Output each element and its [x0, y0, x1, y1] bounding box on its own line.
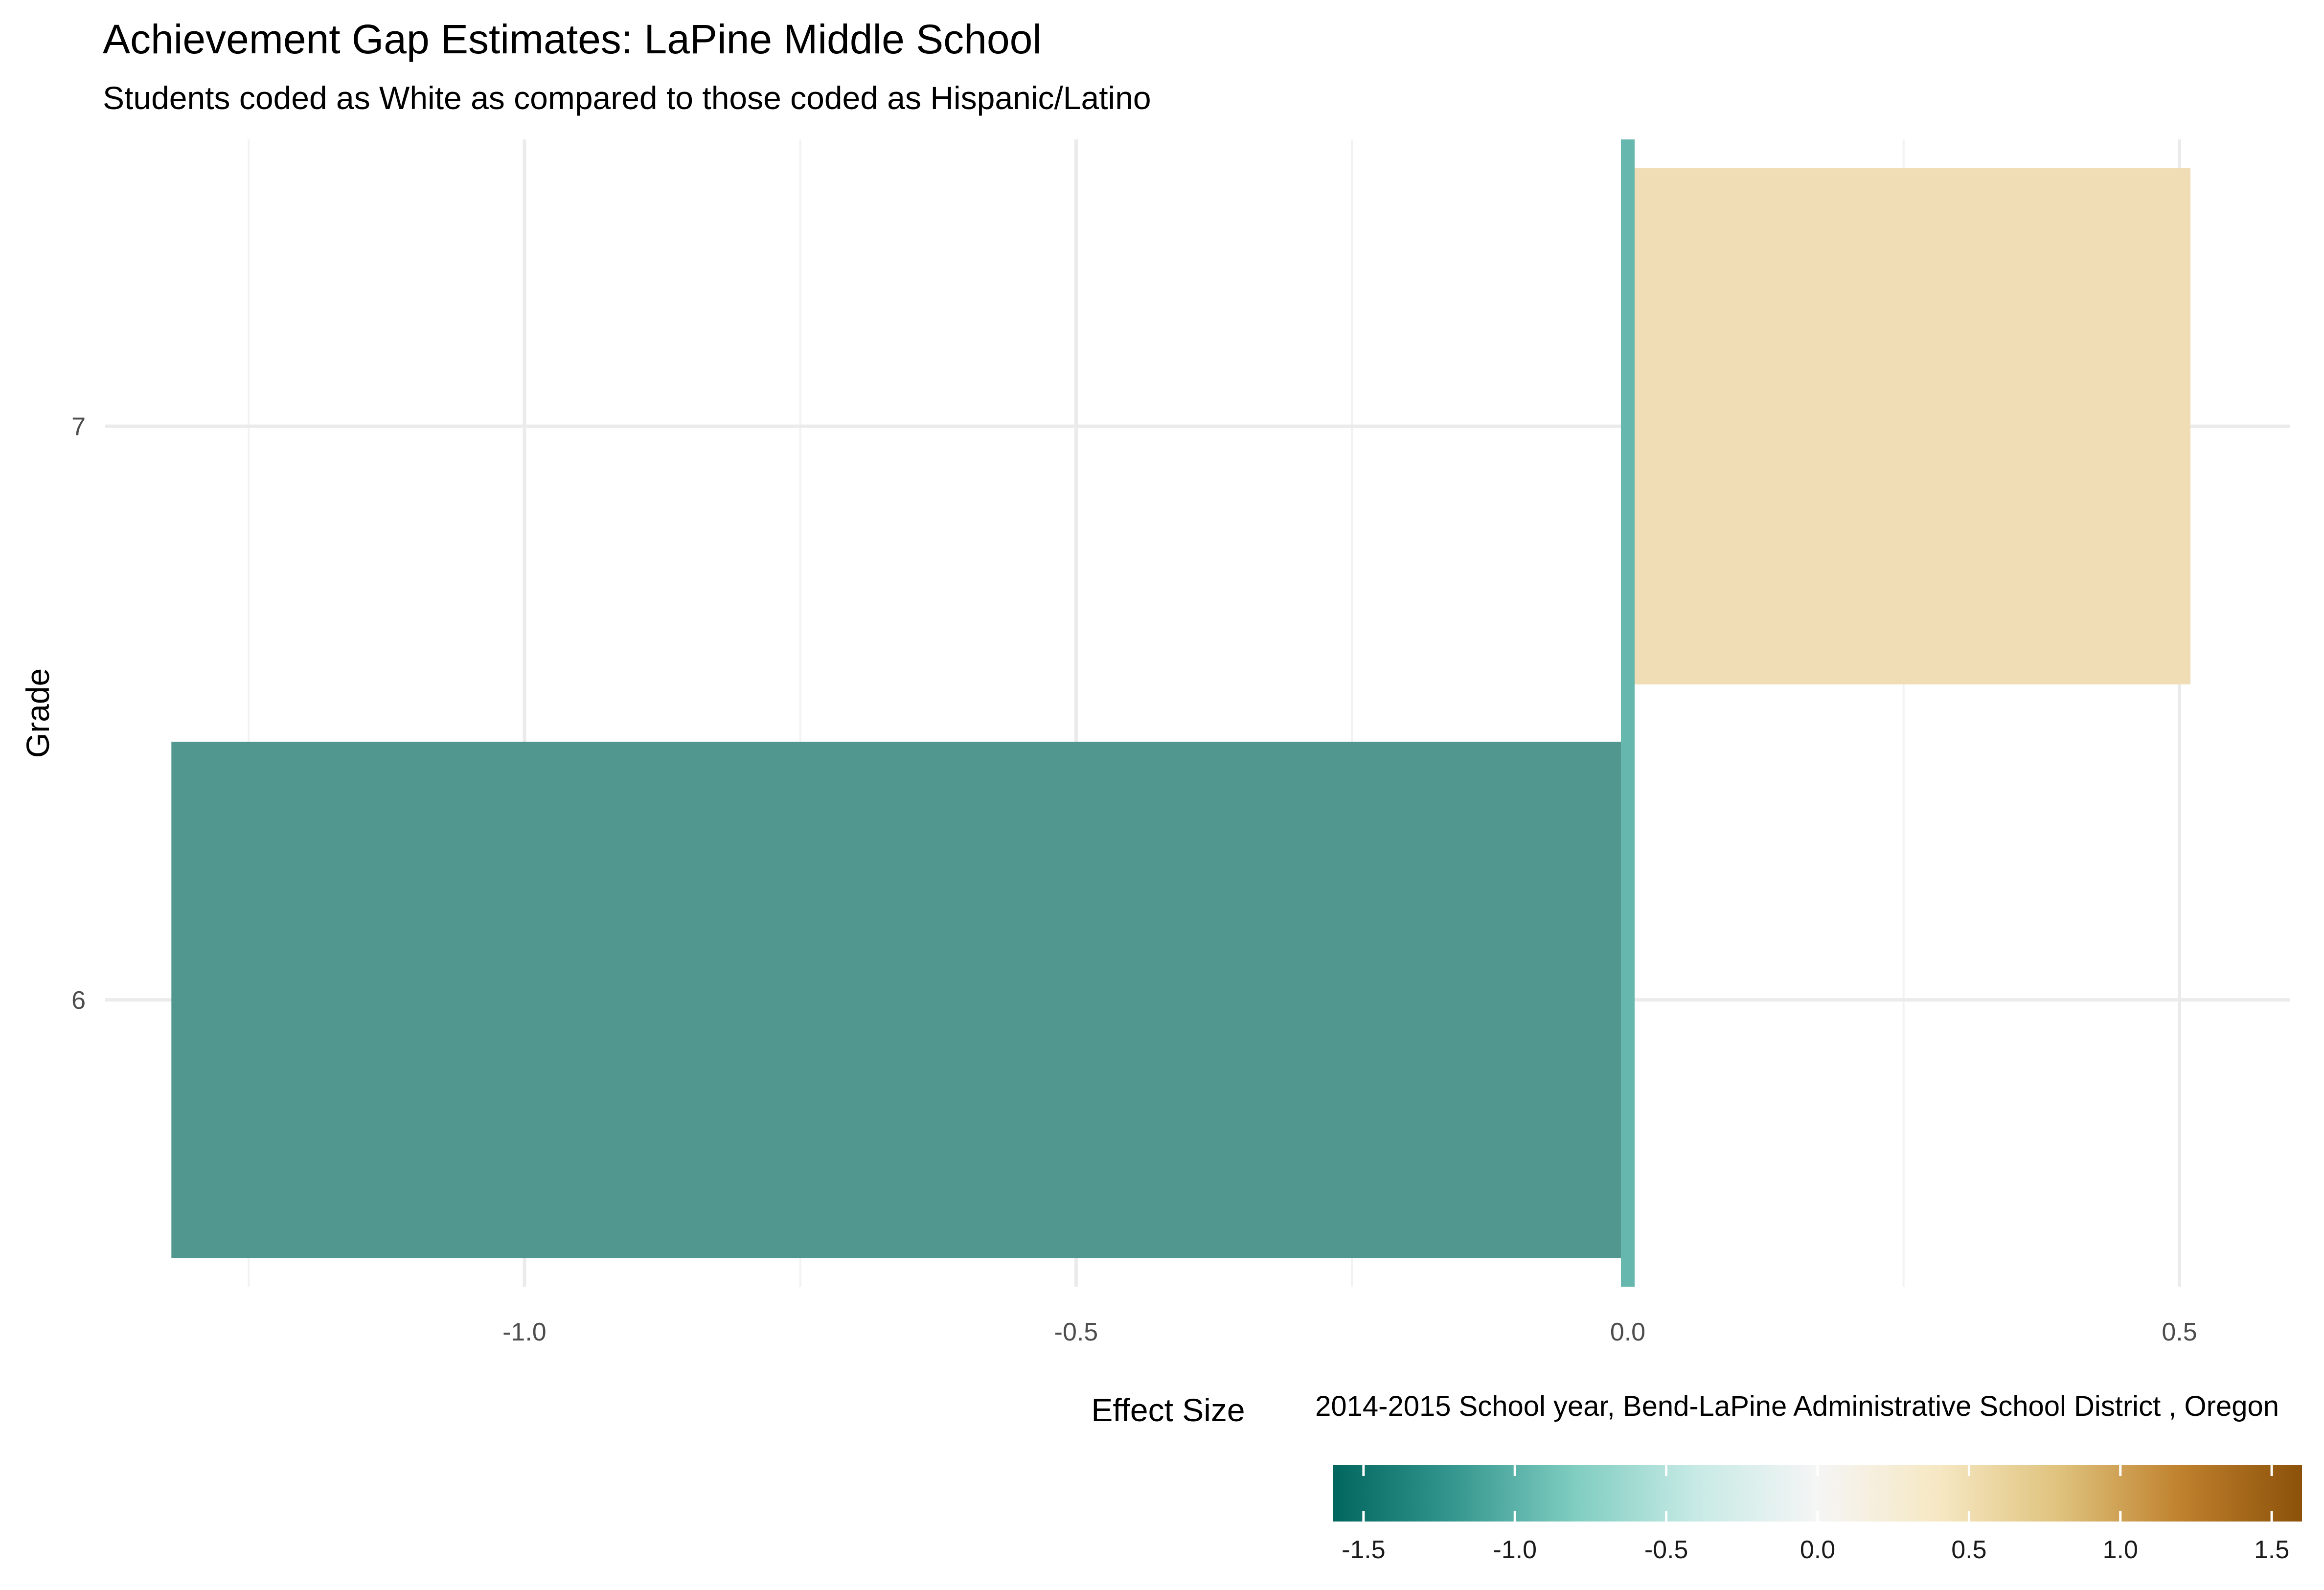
colorbar-tick-label: 1.0: [2103, 1536, 2138, 1564]
x-tick-label: 0.0: [1610, 1318, 1645, 1346]
colorbar-tick-label: 0.0: [1800, 1536, 1835, 1564]
colorbar-ticks: -1.5 -1.0 -0.5 0.0 0.5 1.0 1.5: [1342, 1465, 2289, 1564]
y-tick-label: 6: [71, 986, 86, 1015]
colorbar-legend: -1.5 -1.0 -0.5 0.0 0.5 1.0 1.5: [1333, 1465, 2302, 1564]
x-tick-label: -0.5: [1054, 1318, 1098, 1346]
colorbar-tick-label: -0.5: [1644, 1536, 1688, 1564]
bar-grade-6: [171, 742, 1628, 1258]
bars: [171, 168, 2191, 1258]
y-tick-label: 7: [71, 412, 86, 441]
chart-caption: 2014-2015 School year, Bend-LaPine Admin…: [1315, 1390, 2279, 1422]
chart-title: Achievement Gap Estimates: LaPine Middle…: [103, 16, 1042, 62]
colorbar-tick-label: 0.5: [1951, 1536, 1986, 1564]
bar-grade-7: [1627, 168, 2191, 684]
colorbar-tick-label: 1.5: [2254, 1536, 2289, 1564]
colorbar-tick-label: -1.0: [1493, 1536, 1537, 1564]
x-tick-label: 0.5: [2162, 1318, 2197, 1346]
y-axis-title: Grade: [20, 668, 56, 758]
colorbar-tick-label: -1.5: [1342, 1536, 1386, 1564]
x-tick-label: -1.0: [502, 1318, 547, 1346]
x-tick-labels: -1.0 -0.5 0.0 0.5: [502, 1318, 2197, 1346]
x-axis-title: Effect Size: [1091, 1392, 1245, 1428]
chart-subtitle: Students coded as White as compared to t…: [103, 80, 1151, 116]
y-tick-labels: 67: [71, 412, 86, 1015]
